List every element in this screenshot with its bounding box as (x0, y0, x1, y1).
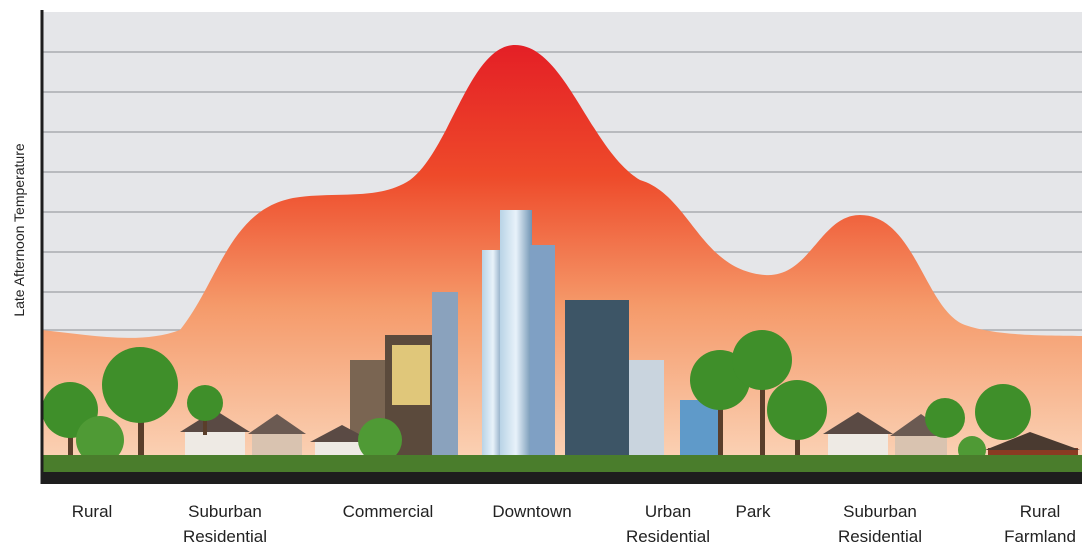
zone-label: Downtown (492, 502, 571, 521)
zone-label-line: Park (736, 502, 771, 521)
zone-label: Suburban Residential (183, 502, 267, 546)
zone-label: Rural Farmland (1004, 502, 1076, 546)
zone-label-line: Commercial (343, 502, 434, 521)
zone-label: Commercial (343, 502, 434, 521)
zone-label-line: Farmland (1004, 527, 1076, 546)
trees (42, 330, 1082, 473)
zone-label-line: Suburban (188, 502, 262, 521)
zone-labels: Rural Suburban Residential Commercial Downto… (72, 502, 1076, 546)
zone-label-line: Residential (838, 527, 922, 546)
ground-line (42, 472, 1082, 484)
zone-label: Suburban Residential (838, 502, 922, 546)
zone-label: Park (736, 502, 771, 521)
zone-label-line: Rural (1020, 502, 1061, 521)
zone-label: Rural (72, 502, 113, 521)
zone-label-line: Downtown (492, 502, 571, 521)
zone-label-line: Rural (72, 502, 113, 521)
zone-label-line: Urban (645, 502, 691, 521)
zone-label: Urban Residential (626, 502, 710, 546)
zone-label-line: Suburban (843, 502, 917, 521)
temperature-curve (42, 45, 1082, 480)
zone-label-line: Residential (183, 527, 267, 546)
y-axis-label: Late Afternoon Temperature (11, 143, 27, 317)
zone-label-line: Residential (626, 527, 710, 546)
